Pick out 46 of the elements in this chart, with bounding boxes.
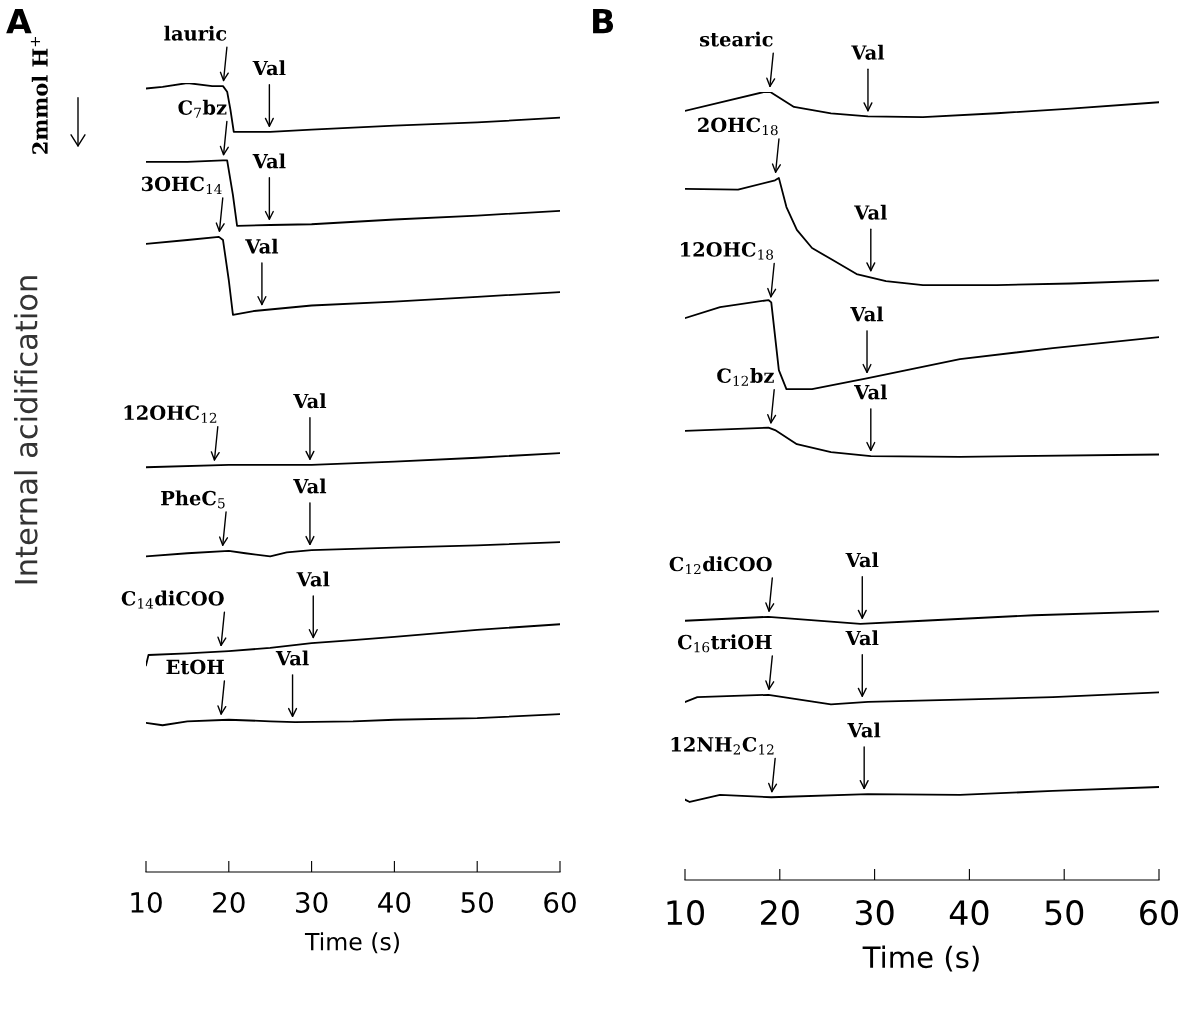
x-tick-label: 50 bbox=[461, 891, 494, 913]
chart-title: A bbox=[6, 9, 32, 34]
annotation: C$_{12}$bz bbox=[717, 367, 774, 386]
x-tick-label: 10 bbox=[667, 900, 704, 926]
annotation: C$_{12}$diCOO bbox=[669, 556, 772, 575]
annotation: 12OHC$_{12}$ bbox=[124, 405, 217, 423]
annotation: Val bbox=[854, 384, 887, 400]
x-tick-label: 30 bbox=[855, 900, 894, 926]
annotation: Val bbox=[847, 722, 881, 738]
annotation: Val bbox=[275, 650, 309, 666]
annotation: 3OHC$_{14}$ bbox=[141, 176, 222, 195]
annotation: Val bbox=[845, 552, 879, 568]
x-axis-title: Time (s) bbox=[862, 945, 979, 972]
annotation: C$_{14}$diCOO bbox=[121, 590, 224, 609]
annotation: C$_{7}$bz bbox=[178, 99, 227, 118]
x-tick-label: 40 bbox=[949, 900, 989, 926]
x-tick-label: 60 bbox=[1140, 900, 1178, 926]
annotation: Val bbox=[854, 204, 887, 220]
chart-title: B bbox=[593, 9, 614, 34]
annotation: 2OHC$_{18}$ bbox=[698, 117, 778, 136]
text: 2mmol H$^{+}$ bbox=[30, 37, 48, 154]
x-axis-title: Time (s) bbox=[304, 932, 399, 954]
x-tick-label: 20 bbox=[213, 891, 245, 913]
annotation: Val bbox=[293, 478, 327, 494]
annotation: Val bbox=[293, 393, 327, 409]
annotation: Val bbox=[850, 306, 884, 322]
annotation: Val bbox=[845, 630, 879, 646]
annotation: 12NH$_{2}$C$_{12}$ bbox=[671, 736, 774, 755]
annotation: 12OHC$_{18}$ bbox=[681, 242, 774, 260]
annotation: C$_{16}$triOH bbox=[677, 634, 772, 653]
annotation: Val bbox=[252, 153, 286, 169]
x-tick-label: 40 bbox=[378, 891, 411, 913]
x-tick-label: 10 bbox=[131, 891, 162, 913]
annotation: Val bbox=[252, 60, 286, 76]
annotation: Val bbox=[296, 571, 330, 587]
x-tick-label: 60 bbox=[544, 891, 576, 913]
x-tick-label: 30 bbox=[296, 891, 328, 913]
x-tick-label: 20 bbox=[761, 900, 799, 926]
x-tick-label: 50 bbox=[1045, 900, 1084, 926]
annotation: Val bbox=[851, 44, 885, 60]
annotation: Val bbox=[245, 238, 279, 254]
annotation: stearic bbox=[700, 31, 773, 47]
annotation: lauric bbox=[164, 25, 227, 41]
y-axis-title: Internal acidification bbox=[14, 276, 38, 584]
annotation: EtOH bbox=[166, 659, 224, 675]
annotation: PheC$_{5}$ bbox=[161, 490, 225, 509]
